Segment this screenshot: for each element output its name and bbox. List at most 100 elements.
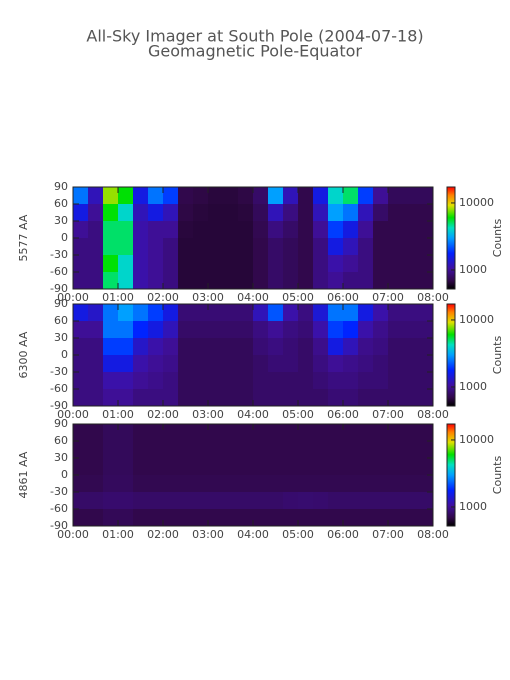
x-tick-label: 08:00	[417, 528, 449, 541]
heat-cell	[403, 424, 419, 442]
heat-cell	[283, 255, 299, 273]
heat-cell	[118, 321, 134, 339]
heat-cell	[133, 389, 149, 407]
heat-cell	[343, 389, 359, 407]
heat-cell	[103, 389, 119, 407]
heat-cell	[163, 221, 179, 239]
heat-cell	[148, 255, 164, 273]
heat-cell	[343, 272, 359, 290]
heat-cell	[223, 424, 239, 442]
heat-cell	[193, 187, 209, 205]
heat-cell	[163, 475, 179, 493]
heat-cell	[118, 458, 134, 476]
colorbar	[446, 303, 456, 407]
heat-cell	[328, 441, 344, 459]
heat-cell	[268, 458, 284, 476]
heat-cell	[238, 204, 254, 222]
heat-cell	[223, 238, 239, 256]
heat-cell	[403, 238, 419, 256]
heat-cell	[238, 441, 254, 459]
heat-cell	[133, 321, 149, 339]
heat-cell	[403, 304, 419, 322]
heat-cell	[298, 372, 314, 390]
heat-cell	[313, 475, 329, 493]
heat-cell	[118, 355, 134, 373]
colorbar-label: Counts	[491, 456, 504, 495]
heat-cell	[388, 321, 404, 339]
heat-cell	[343, 441, 359, 459]
heat-cell	[73, 255, 89, 273]
heat-cell	[268, 441, 284, 459]
heat-cell	[298, 204, 314, 222]
heat-cell	[118, 338, 134, 356]
heat-cell	[418, 355, 434, 373]
heat-cell	[298, 389, 314, 407]
x-tick-label: 03:00	[192, 291, 224, 304]
heat-cell	[358, 355, 374, 373]
heat-cell	[193, 221, 209, 239]
heat-cell	[178, 187, 194, 205]
heat-cell	[193, 304, 209, 322]
heat-cell	[208, 187, 224, 205]
heat-cell	[133, 441, 149, 459]
x-tick-label: 01:00	[102, 408, 134, 421]
heat-cell	[268, 204, 284, 222]
heat-cell	[388, 272, 404, 290]
heat-cell	[313, 424, 329, 442]
y-tick-label: -60	[50, 265, 68, 278]
heat-cell	[373, 272, 389, 290]
heat-cell	[193, 389, 209, 407]
heat-cell	[358, 509, 374, 527]
colorbar	[446, 423, 456, 527]
y-tick-label: 0	[61, 468, 68, 481]
heat-cell	[283, 187, 299, 205]
heat-cell	[268, 272, 284, 290]
heat-cell	[208, 338, 224, 356]
heat-cell	[253, 255, 269, 273]
heat-cell	[343, 338, 359, 356]
heat-cell	[148, 441, 164, 459]
heat-cell	[313, 321, 329, 339]
x-tick-label: 08:00	[417, 408, 449, 421]
heat-cell	[73, 492, 89, 510]
heat-cell	[298, 355, 314, 373]
heat-cell	[253, 492, 269, 510]
heat-cell	[373, 372, 389, 390]
x-tick-label: 05:00	[282, 291, 314, 304]
heat-cell	[163, 272, 179, 290]
heat-cell	[73, 372, 89, 390]
heat-cell	[88, 458, 104, 476]
heat-cell	[343, 458, 359, 476]
heat-cell	[118, 389, 134, 407]
heat-cell	[223, 204, 239, 222]
heat-cell	[223, 475, 239, 493]
heat-cell	[328, 424, 344, 442]
heat-cell	[313, 272, 329, 290]
heat-cell	[418, 272, 434, 290]
heat-cell	[388, 372, 404, 390]
y-axis-label: 4861 AA	[17, 451, 30, 498]
heat-cell	[388, 255, 404, 273]
x-tick-label: 00:00	[57, 408, 89, 421]
heat-cell	[148, 321, 164, 339]
y-tick-label: -90	[50, 399, 68, 412]
x-tick-label: 02:00	[147, 291, 179, 304]
heat-cell	[403, 389, 419, 407]
heat-cell	[418, 372, 434, 390]
heat-cell	[193, 238, 209, 256]
heat-cell	[298, 475, 314, 493]
heat-cell	[328, 238, 344, 256]
heat-cell	[373, 492, 389, 510]
heat-cell	[283, 492, 299, 510]
heat-cell	[133, 338, 149, 356]
heat-cell	[418, 509, 434, 527]
heat-cell	[343, 221, 359, 239]
heat-cell	[133, 492, 149, 510]
heat-cell	[268, 338, 284, 356]
heat-cell	[193, 509, 209, 527]
heat-cell	[313, 492, 329, 510]
heat-cell	[223, 372, 239, 390]
y-tick-label: 60	[54, 314, 68, 327]
heat-cell	[208, 475, 224, 493]
